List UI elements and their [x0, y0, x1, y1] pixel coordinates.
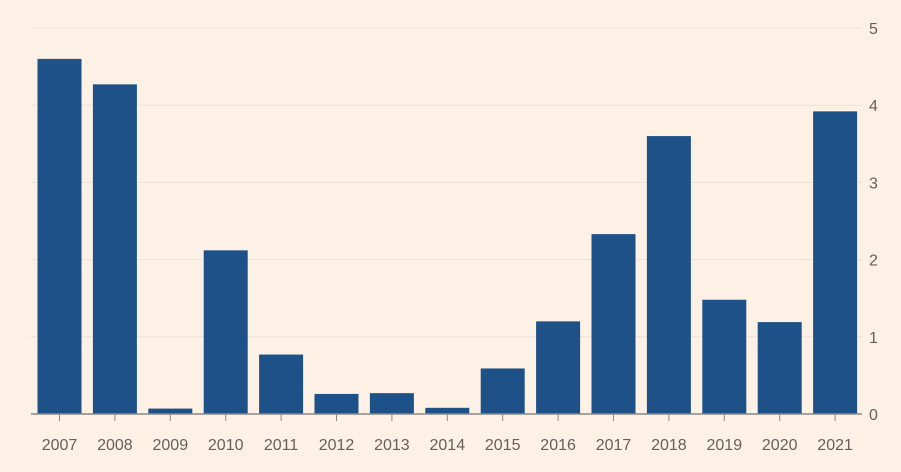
y-tick-label: 1: [869, 330, 878, 347]
bar-2011: [259, 354, 304, 414]
x-tick-label: 2012: [319, 437, 355, 454]
x-axis-tick-labels: 2007 2008 2009 2010 2011 2012 2013 2014 2015 2016…: [42, 437, 853, 454]
gridlines: [31, 27, 862, 338]
bar-2018: [646, 136, 691, 414]
bar-2009: [148, 408, 193, 414]
x-tick-label: 2015: [485, 437, 521, 454]
y-tick-label: 2: [869, 253, 878, 270]
x-tick-label: 2009: [153, 437, 189, 454]
x-tick-label: 2017: [596, 437, 632, 454]
bar-2013: [369, 393, 414, 414]
x-tick-label: 2007: [42, 437, 78, 454]
bar-2016: [536, 321, 581, 414]
x-tick-label: 2008: [97, 437, 133, 454]
x-axis: [31, 413, 862, 421]
x-tick-label: 2018: [651, 437, 687, 454]
x-tick-label: 2020: [762, 437, 798, 454]
bar-2020: [757, 322, 802, 414]
bar-2021: [813, 111, 858, 414]
x-tick-label: 2011: [264, 437, 299, 454]
x-tick-label: 2013: [374, 437, 410, 454]
bar-2019: [702, 299, 747, 414]
y-tick-label: 0: [869, 407, 878, 424]
y-axis-tick-labels: 0 1 2 3 4 5: [869, 21, 878, 424]
bar-2012: [314, 393, 359, 414]
x-tick-label: 2019: [707, 437, 743, 454]
bar-2015: [480, 368, 525, 414]
y-tick-label: 4: [869, 98, 878, 115]
x-tick-label: 2010: [208, 437, 244, 454]
y-tick-label: 3: [869, 175, 878, 192]
x-tick-label: 2014: [430, 437, 466, 454]
bars: [37, 58, 858, 414]
bar-2017: [591, 234, 636, 414]
y-tick-label: 5: [869, 21, 878, 38]
bar-2007: [37, 58, 82, 414]
x-tick-label: 2021: [817, 437, 853, 454]
bar-2008: [92, 84, 137, 414]
bar-2014: [425, 407, 470, 414]
bar-2010: [203, 250, 248, 414]
x-tick-label: 2016: [540, 437, 576, 454]
